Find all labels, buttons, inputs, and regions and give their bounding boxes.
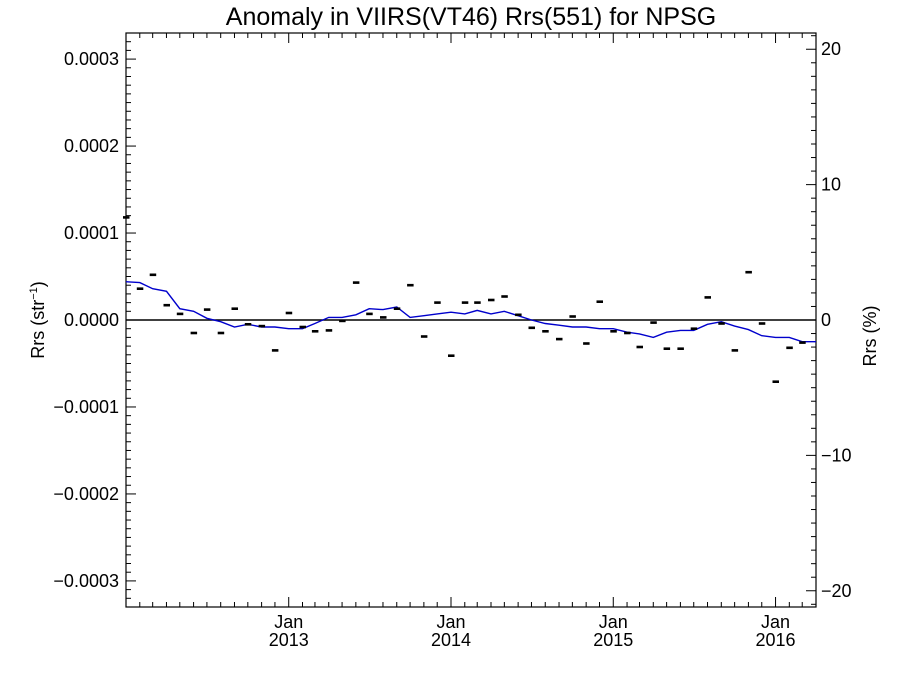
anomaly-marker <box>203 308 211 311</box>
anomaly-marker <box>461 301 469 304</box>
anomaly-marker <box>448 354 455 357</box>
anomaly-marker <box>149 273 157 277</box>
anomaly-marker <box>123 216 130 219</box>
anomaly-marker <box>271 349 279 352</box>
anomaly-marker <box>380 316 387 319</box>
x-tick-label-year: 2015 <box>593 630 633 650</box>
anomaly-marker <box>624 331 631 335</box>
x-tick-label-month: Jan <box>761 612 790 632</box>
y-right-tick-label: 20 <box>821 39 841 59</box>
anomaly-marker <box>176 312 184 316</box>
x-tick-label-year: 2014 <box>431 630 471 650</box>
anomaly-marker <box>217 331 225 335</box>
anomaly-marker <box>434 301 441 304</box>
anomaly-marker <box>339 319 346 323</box>
anomaly-marker <box>596 300 603 303</box>
y-axis-left-title-sup: −1 <box>28 287 40 300</box>
anomaly-marker <box>663 347 671 350</box>
anomaly-marker <box>163 303 170 307</box>
x-tick-label-year: 2013 <box>269 630 309 650</box>
y-left-tick-label: −0.0003 <box>53 571 119 591</box>
y-right-tick-label: −20 <box>821 581 852 601</box>
anomaly-marker <box>583 342 590 345</box>
anomaly-marker <box>474 301 481 304</box>
x-tick-label-month: Jan <box>436 612 465 632</box>
anomaly-marker <box>704 296 711 299</box>
anomaly-marker <box>488 298 495 302</box>
anomaly-marker <box>556 337 563 341</box>
anomaly-marker <box>352 281 360 284</box>
anomaly-marker <box>786 346 793 350</box>
y-left-tick-label: 0.0002 <box>64 136 119 156</box>
anomaly-marker <box>515 313 522 317</box>
anomaly-marker <box>718 322 725 325</box>
y-axis-left-title-base: Rrs (str <box>28 300 48 359</box>
anomaly-marker <box>690 327 698 330</box>
smoothed-series-line <box>125 281 816 343</box>
anomaly-marker <box>528 326 535 330</box>
anomaly-marker <box>610 330 617 333</box>
anomaly-marker <box>366 312 373 316</box>
anomaly-marker <box>636 345 643 349</box>
anomaly-marker <box>731 349 739 352</box>
x-tick-label-month: Jan <box>274 612 303 632</box>
y-left-tick-label: −0.0001 <box>53 397 119 417</box>
anomaly-marker <box>758 322 766 325</box>
y-axis-right: 20 10 0 −10 −20 <box>806 35 852 605</box>
anomaly-marker <box>244 323 252 326</box>
y-axis-left: 0.0003 0.0002 0.0001 0.0000 −0.0001 −0.0002 −0… <box>53 32 136 608</box>
anomaly-marker <box>407 283 414 287</box>
x-tick-label-month: Jan <box>599 612 628 632</box>
anomaly-marker <box>393 307 401 310</box>
anomaly-marker <box>231 307 238 310</box>
monthly-anomaly-markers <box>123 216 806 383</box>
anomaly-marker <box>501 295 508 298</box>
anomaly-marker <box>799 341 806 344</box>
anomaly-marker <box>677 347 684 350</box>
y-axis-left-title-close: ) <box>28 281 48 287</box>
anomaly-marker <box>311 330 319 333</box>
anomaly-marker <box>420 335 428 338</box>
smoothed-series <box>125 281 816 343</box>
y-left-tick-label: 0.0003 <box>64 49 119 69</box>
anomaly-marker <box>650 321 657 324</box>
anomaly-marker <box>190 331 198 335</box>
anomaly-marker <box>542 330 549 333</box>
anomaly-marker <box>258 324 266 328</box>
anomaly-marker <box>136 287 144 290</box>
anomaly-marker <box>299 325 306 329</box>
anomaly-marker <box>569 315 576 318</box>
anomaly-marker <box>285 311 293 315</box>
y-right-tick-label: 10 <box>821 175 841 195</box>
y-left-tick-label: 0.0000 <box>64 310 119 330</box>
y-left-tick-label: 0.0001 <box>64 223 119 243</box>
y-right-tick-label: −10 <box>821 445 852 465</box>
y-axis-left-title: Rrs (str−1) <box>28 281 48 359</box>
chart-title: Anomaly in VIIRS(VT46) Rrs(551) for NPSG <box>226 3 716 31</box>
anomaly-marker <box>325 329 333 332</box>
y-left-tick-label: −0.0002 <box>53 484 119 504</box>
y-right-tick-label: 0 <box>821 310 831 330</box>
anomaly-marker <box>745 270 752 274</box>
x-tick-label-year: 2016 <box>756 630 796 650</box>
y-axis-right-title: Rrs (%) <box>860 306 880 367</box>
anomaly-marker <box>772 380 779 383</box>
